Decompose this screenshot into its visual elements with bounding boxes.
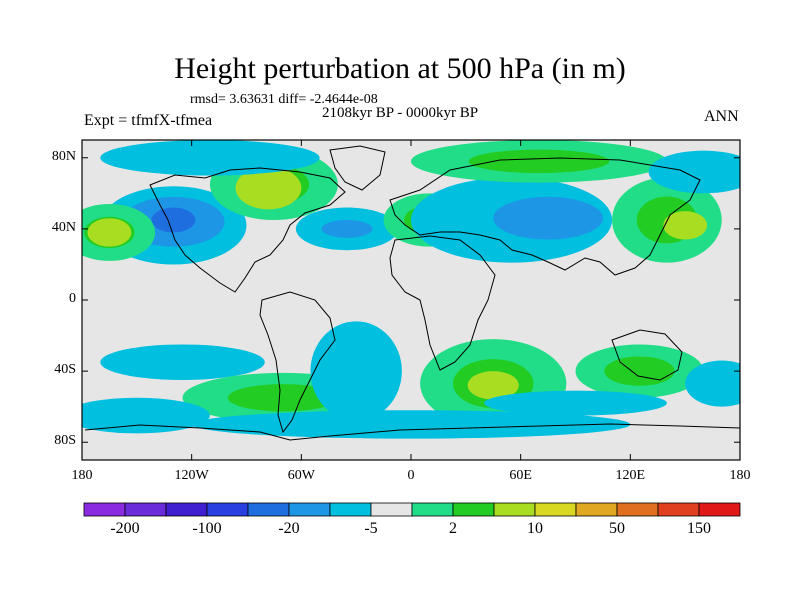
field-anomaly-region	[467, 371, 519, 400]
lon-label-60w: 60W	[287, 468, 315, 483]
colorbar-swatch	[288, 502, 331, 517]
coastlines	[84, 145, 741, 441]
colorbar-swatch	[616, 502, 659, 517]
field-anomaly-core	[468, 149, 610, 174]
lon-label-120w: 120W	[174, 468, 209, 483]
lon-label-180w: 180	[71, 468, 93, 483]
coastline-north-america	[149, 167, 346, 293]
colorbar-label: -100	[192, 520, 222, 537]
coastline-africa	[389, 235, 496, 371]
lat-label-80n: 80N	[51, 148, 76, 164]
plot-title: Height perturbation at 500 hPa (in m)	[174, 52, 626, 85]
lat-label-40n: 40N	[51, 219, 76, 235]
field-anomaly-region	[685, 360, 740, 407]
coastline-antarctica	[84, 423, 741, 441]
time-period-label: 2108kyr BP - 0000kyr BP	[322, 105, 479, 121]
colorbar-swatch	[657, 502, 700, 517]
colorbar-swatch	[165, 502, 208, 517]
coastline-south-america	[259, 291, 336, 434]
lon-label-0: 0	[407, 468, 415, 483]
lat-label-0: 0	[69, 291, 76, 306]
colorbar	[83, 502, 741, 517]
height-perturbation-field	[82, 140, 740, 460]
field-anomaly-region	[191, 410, 631, 439]
colorbar-swatch	[493, 502, 536, 517]
lon-label-120e: 120E	[615, 468, 646, 483]
field-anomaly-region	[663, 211, 708, 240]
field-anomaly-region	[151, 207, 196, 233]
colorbar-label: -5	[364, 520, 378, 537]
lon-label-60e: 60E	[509, 468, 532, 483]
colorbar-swatch	[124, 502, 167, 517]
lon-label-180e: 180	[729, 468, 751, 483]
field-anomaly-region	[310, 321, 402, 421]
field-anomaly-region	[484, 390, 667, 416]
field-anomaly-region	[100, 140, 320, 176]
field-anomaly-region	[235, 166, 302, 210]
map-ticks	[81, 140, 741, 460]
field-anomaly-region	[82, 397, 210, 434]
colorbar-swatch	[534, 502, 577, 517]
season-label: ANN	[704, 108, 739, 125]
field-anomaly-region	[493, 196, 603, 240]
field-anomaly-region	[648, 150, 740, 194]
colorbar-swatch	[370, 502, 413, 517]
colorbar-swatch	[452, 502, 495, 517]
coastline-greenland	[329, 145, 386, 191]
field-anomaly-core	[227, 384, 339, 412]
colorbar-swatch	[575, 502, 618, 517]
coastline-eurasia	[389, 157, 701, 276]
colorbar-swatch	[329, 502, 372, 517]
colorbar-swatch	[247, 502, 290, 517]
colorbar-label: 50	[609, 520, 625, 537]
lat-label-40s: 40S	[54, 362, 76, 378]
field-anomaly-region	[87, 218, 132, 247]
colorbar-label: -200	[110, 520, 140, 537]
field-anomaly-core	[604, 356, 675, 386]
coastline-australia	[611, 329, 683, 381]
field-anomaly-region	[100, 344, 265, 380]
colorbar-swatch	[698, 502, 741, 517]
colorbar-label: 10	[527, 520, 543, 537]
colorbar-label: 2	[449, 520, 457, 537]
field-anomaly-region	[321, 220, 373, 238]
lat-label-80s: 80S	[54, 433, 76, 449]
colorbar-label: -20	[278, 520, 300, 537]
rmsd-diff-stats: rmsd= 3.63631 diff= -2.4644e-08	[190, 92, 378, 107]
colorbar-label: 150	[687, 520, 711, 537]
colorbar-swatch	[206, 502, 249, 517]
experiment-label: Expt = tfmfX-tfmea	[84, 112, 213, 129]
colorbar-swatch	[411, 502, 454, 517]
colorbar-swatch	[83, 502, 126, 517]
